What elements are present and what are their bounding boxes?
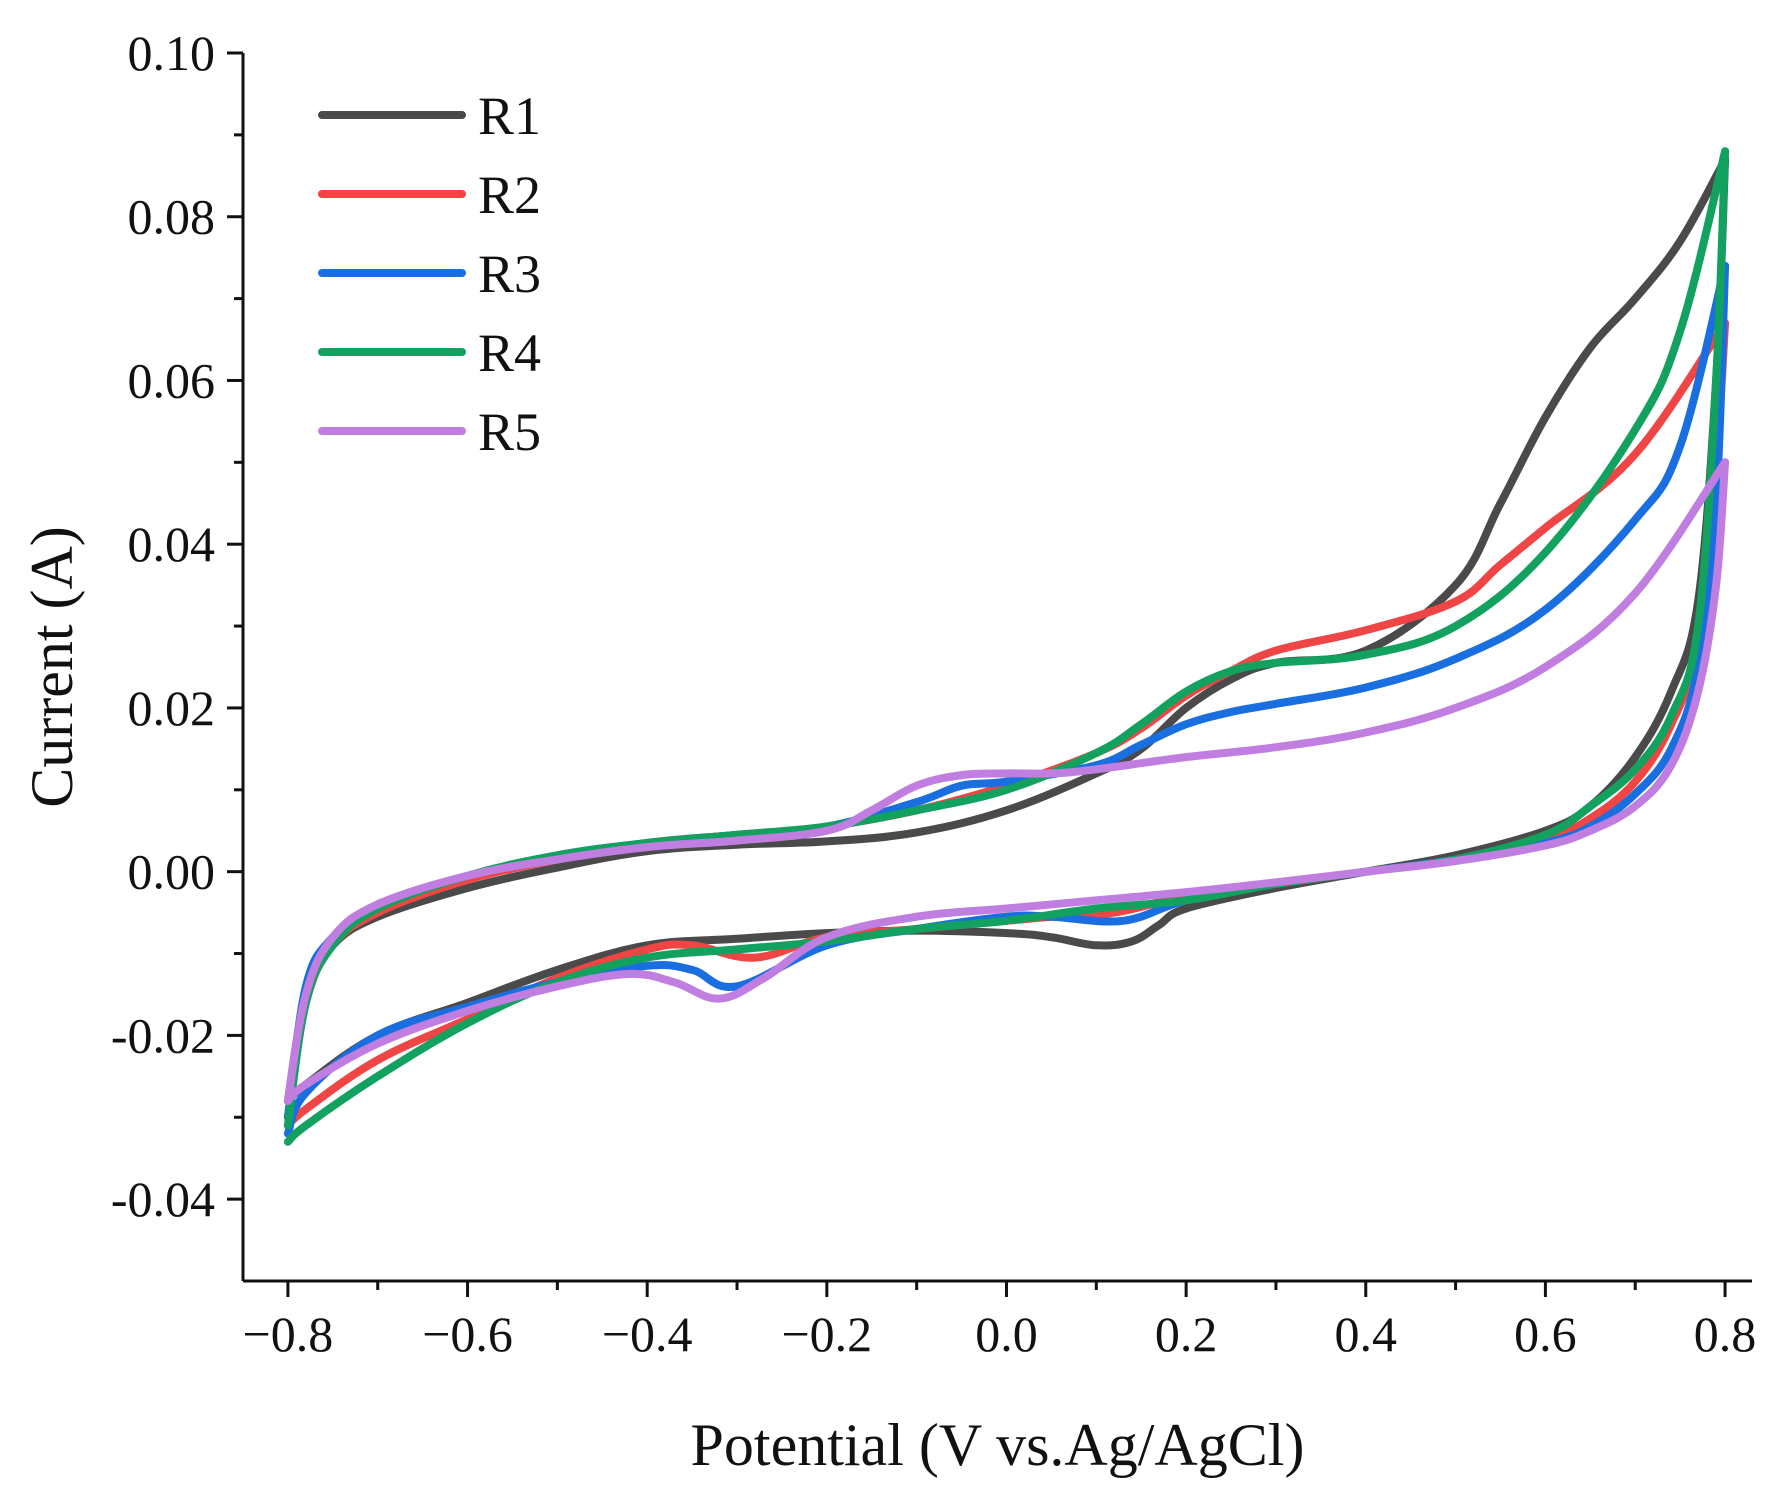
- y-tick-label: 0.04: [128, 516, 216, 572]
- x-axis-title: Potential (V vs.Ag/AgCl): [691, 1412, 1305, 1478]
- legend-label-r3: R3: [478, 244, 541, 304]
- y-tick-label: -0.04: [111, 1171, 215, 1227]
- series-r1-cathodic-curve: [283, 155, 1730, 1105]
- y-axis-title: Current (A): [19, 526, 85, 808]
- legend-label-r2: R2: [478, 165, 541, 225]
- x-tick-label: 0.0: [975, 1306, 1038, 1362]
- plot-content: [283, 147, 1730, 1146]
- x-tick-label: −0.2: [781, 1306, 872, 1362]
- y-tick-label: 0.06: [128, 352, 216, 408]
- y-tick-label: 0.02: [128, 680, 216, 736]
- x-tick-label: 0.4: [1335, 1306, 1398, 1362]
- x-tick-label: −0.4: [602, 1306, 693, 1362]
- x-tick-label: −0.6: [422, 1306, 513, 1362]
- legend: R1 R2 R3 R4 R5: [318, 86, 541, 462]
- series-r5-anodic-curve: [283, 458, 1730, 1105]
- y-tick-label: 0.00: [128, 844, 216, 900]
- legend-label-r5: R5: [478, 402, 541, 462]
- x-tick-label: 0.6: [1514, 1306, 1577, 1362]
- y-tick-label: 0.10: [128, 25, 216, 81]
- legend-label-r1: R1: [478, 86, 541, 146]
- axes: −0.8 −0.6 −0.4 −0.2 0.0 0.2 0.4 0.6 0.8 -0.04 -0.0…: [111, 25, 1756, 1362]
- legend-label-r4: R4: [478, 323, 541, 383]
- series-r5-cathodic-curve: [283, 458, 1730, 1105]
- y-tick-label: 0.08: [128, 189, 216, 245]
- x-tick-label: 0.8: [1694, 1306, 1757, 1362]
- x-tick-label: 0.2: [1155, 1306, 1218, 1362]
- x-tick-label: −0.8: [243, 1306, 334, 1362]
- y-tick-label: -0.02: [111, 1007, 215, 1063]
